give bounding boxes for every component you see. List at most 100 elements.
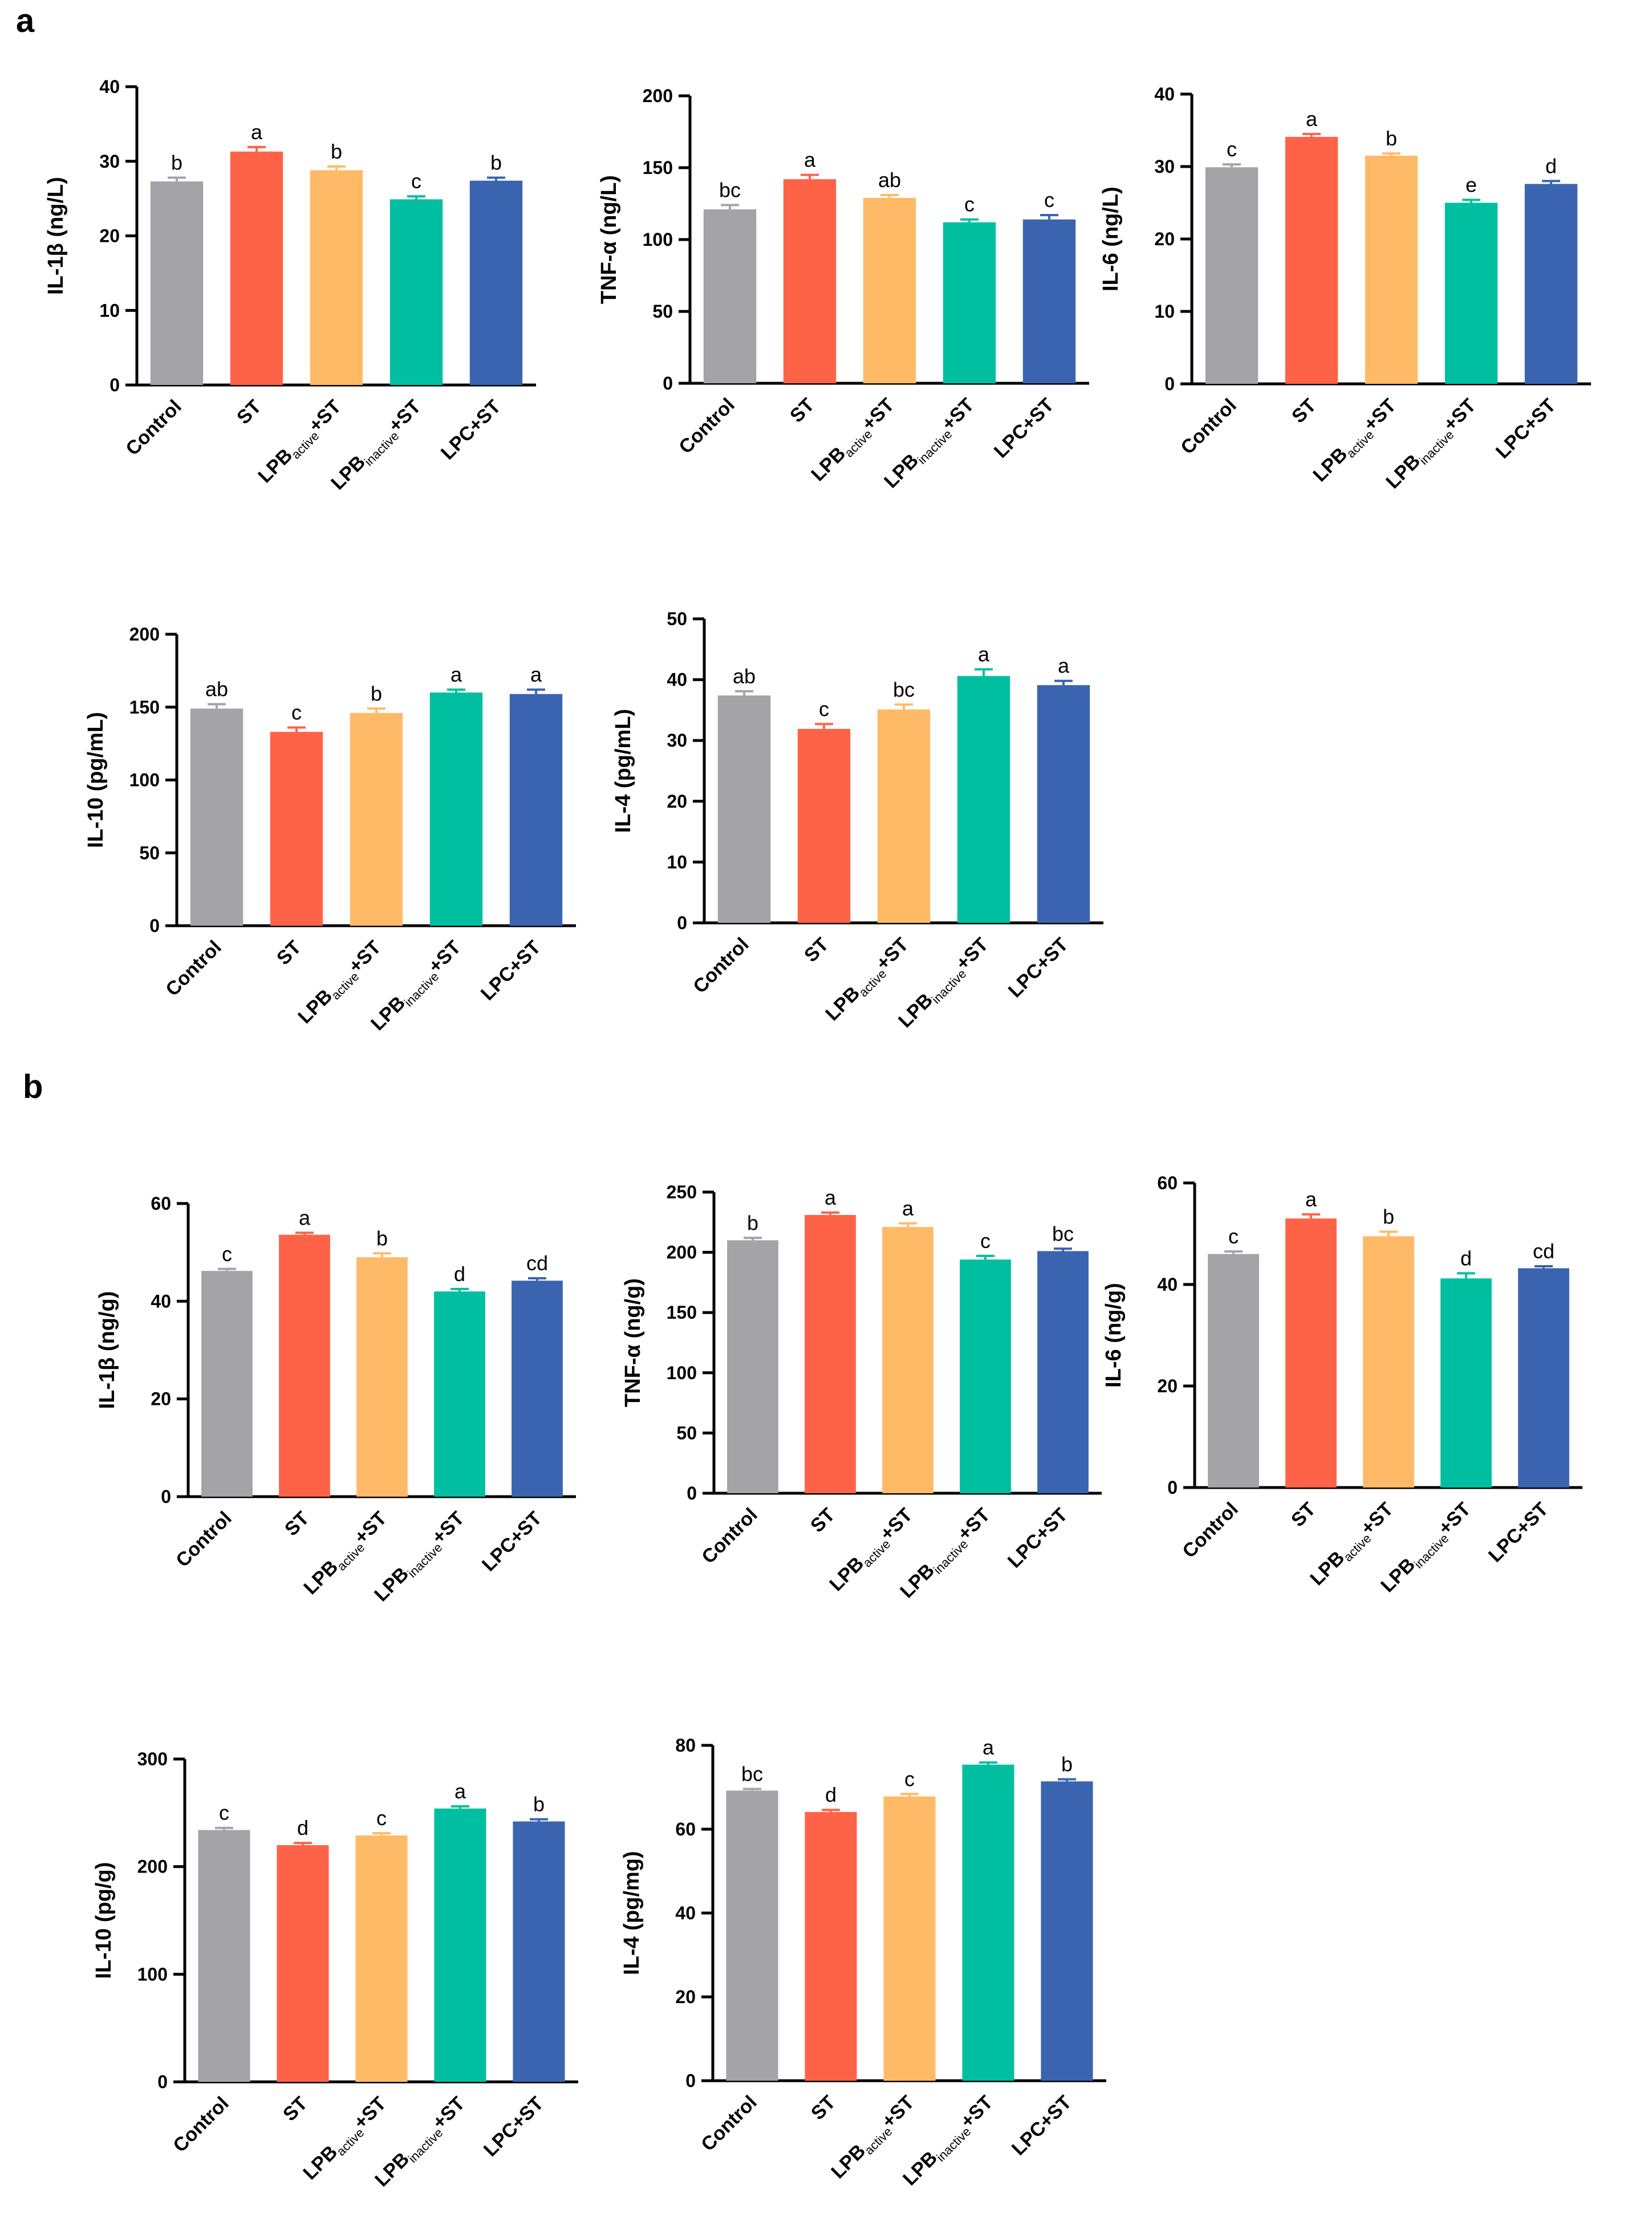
- significance-letter: a: [251, 120, 263, 144]
- x-category-label: LPBinactive+ST: [371, 2093, 471, 2193]
- y-tick-label: 20: [667, 791, 687, 812]
- category-text: ST: [786, 394, 819, 427]
- category-subscript: inactive: [405, 1540, 445, 1580]
- y-tick-label: 0: [157, 2072, 168, 2092]
- significance-letter: c: [819, 697, 829, 720]
- significance-letter: b: [1383, 1205, 1394, 1228]
- category-text: ST: [1287, 1498, 1320, 1531]
- category-text: LPC+ST: [1484, 1498, 1553, 1567]
- significance-letter: d: [297, 1816, 309, 1839]
- significance-letter: c: [222, 1242, 232, 1266]
- y-tick-label: 0: [685, 2070, 696, 2091]
- bar-lpbinactive-st: [389, 199, 443, 385]
- y-tick-label: 10: [99, 300, 120, 321]
- x-category-label: Control: [161, 937, 225, 1000]
- category-subscript: inactive: [931, 1537, 971, 1577]
- significance-letter: c: [1227, 137, 1237, 161]
- bar-lpbinactive-st: [1440, 1278, 1492, 1488]
- y-tick-label: 30: [667, 730, 687, 751]
- x-category-label: ST: [1288, 395, 1321, 428]
- significance-letter: a: [1305, 1188, 1317, 1211]
- y-tick-label: 250: [667, 1182, 697, 1202]
- bar-st: [1285, 136, 1338, 384]
- x-category-label: ST: [786, 394, 819, 427]
- category-subscript: inactive: [1411, 1531, 1451, 1571]
- bar-lpbinactive-st: [434, 1291, 485, 1497]
- category-text: ST: [281, 1507, 314, 1541]
- significance-letter: c: [1044, 188, 1054, 212]
- bar-control: [717, 695, 771, 923]
- x-category-label: ST: [281, 1507, 314, 1541]
- category-text: LPC+ST: [437, 396, 505, 464]
- bar-lpbactive-st: [877, 709, 931, 923]
- significance-letter: bc: [741, 1762, 763, 1785]
- y-tick-label: 80: [675, 1735, 696, 1756]
- significance-letter: b: [1386, 127, 1397, 150]
- chart-7: 0 50 100 150 200 250 TNF-α (ng/g) b Control a ST a L…: [621, 1182, 1102, 1602]
- x-category-label: Control: [675, 394, 738, 458]
- bar-lpbinactive-st: [960, 1259, 1011, 1493]
- category-text: Control: [1176, 395, 1240, 459]
- category-text: Control: [675, 394, 738, 458]
- y-tick-label: 100: [129, 770, 160, 791]
- bar-lpbactive-st: [356, 1257, 408, 1497]
- x-category-label: Control: [697, 1504, 761, 1568]
- category-text: ST: [800, 934, 833, 967]
- significance-letter: a: [825, 1186, 837, 1209]
- y-axis-title: IL-10 (pg/mL): [84, 712, 108, 848]
- x-category-label: Control: [1178, 1498, 1242, 1562]
- y-tick-label: 20: [675, 1987, 696, 2007]
- category-subscript: inactive: [362, 428, 401, 468]
- significance-letter: c: [411, 169, 421, 193]
- category-subscript: inactive: [933, 2124, 973, 2164]
- y-tick-label: 40: [99, 76, 120, 97]
- bar-control: [727, 1240, 778, 1493]
- y-tick-label: 300: [137, 1749, 168, 1769]
- x-category-label: LPC+ST: [1492, 395, 1560, 463]
- x-category-label: Control: [169, 2093, 233, 2157]
- x-category-label: ST: [1287, 1498, 1320, 1531]
- y-tick-label: 40: [151, 1291, 171, 1311]
- category-text: LPC+ST: [1008, 2092, 1076, 2160]
- y-tick-label: 150: [643, 157, 673, 178]
- panel-label-b: b: [23, 1068, 43, 1105]
- significance-letter: a: [454, 1780, 466, 1803]
- category-text: Control: [161, 937, 225, 1000]
- x-category-label: LPC+ST: [1008, 2092, 1076, 2160]
- y-tick-label: 40: [667, 670, 687, 690]
- significance-letter: c: [376, 1806, 387, 1830]
- category-text: Control: [697, 1504, 761, 1568]
- bar-lpc-st: [469, 180, 523, 385]
- bar-lpc-st: [1524, 184, 1578, 384]
- significance-letter: c: [964, 193, 975, 216]
- category-subscript: inactive: [1416, 427, 1456, 467]
- chart-2: 0 50 100 150 200 TNF-α (ng/L) bc Control a ST ab LP…: [597, 86, 1089, 492]
- y-tick-label: 200: [643, 86, 673, 106]
- y-tick-label: 60: [151, 1193, 171, 1214]
- category-text: LPC+ST: [480, 2093, 548, 2161]
- x-category-label: ST: [273, 937, 306, 970]
- chart-4: 0 50 100 150 200 IL-10 (pg/mL) ab Control c ST b LP…: [84, 624, 576, 1035]
- x-category-label: Control: [697, 2092, 761, 2155]
- x-category-label: Control: [121, 396, 185, 460]
- y-tick-label: 30: [99, 151, 120, 172]
- x-category-label: LPC+ST: [1484, 1498, 1553, 1567]
- bar-lpbinactive-st: [943, 222, 996, 383]
- bar-st: [277, 1845, 329, 2082]
- y-tick-label: 0: [149, 915, 160, 936]
- bar-lpbactive-st: [882, 1227, 933, 1493]
- y-axis-title: IL-1β (ng/L): [44, 177, 68, 295]
- x-category-label: Control: [1176, 395, 1240, 459]
- significance-letter: b: [1061, 1753, 1073, 1776]
- bar-control: [201, 1271, 253, 1497]
- significance-letter: c: [1228, 1225, 1239, 1248]
- bar-lpbactive-st: [355, 1835, 408, 2082]
- y-tick-label: 0: [677, 913, 687, 933]
- significance-letter: d: [454, 1262, 465, 1286]
- x-category-label: LPC+ST: [477, 937, 545, 1005]
- y-tick-label: 100: [137, 1964, 168, 1984]
- significance-letter: c: [219, 1801, 229, 1825]
